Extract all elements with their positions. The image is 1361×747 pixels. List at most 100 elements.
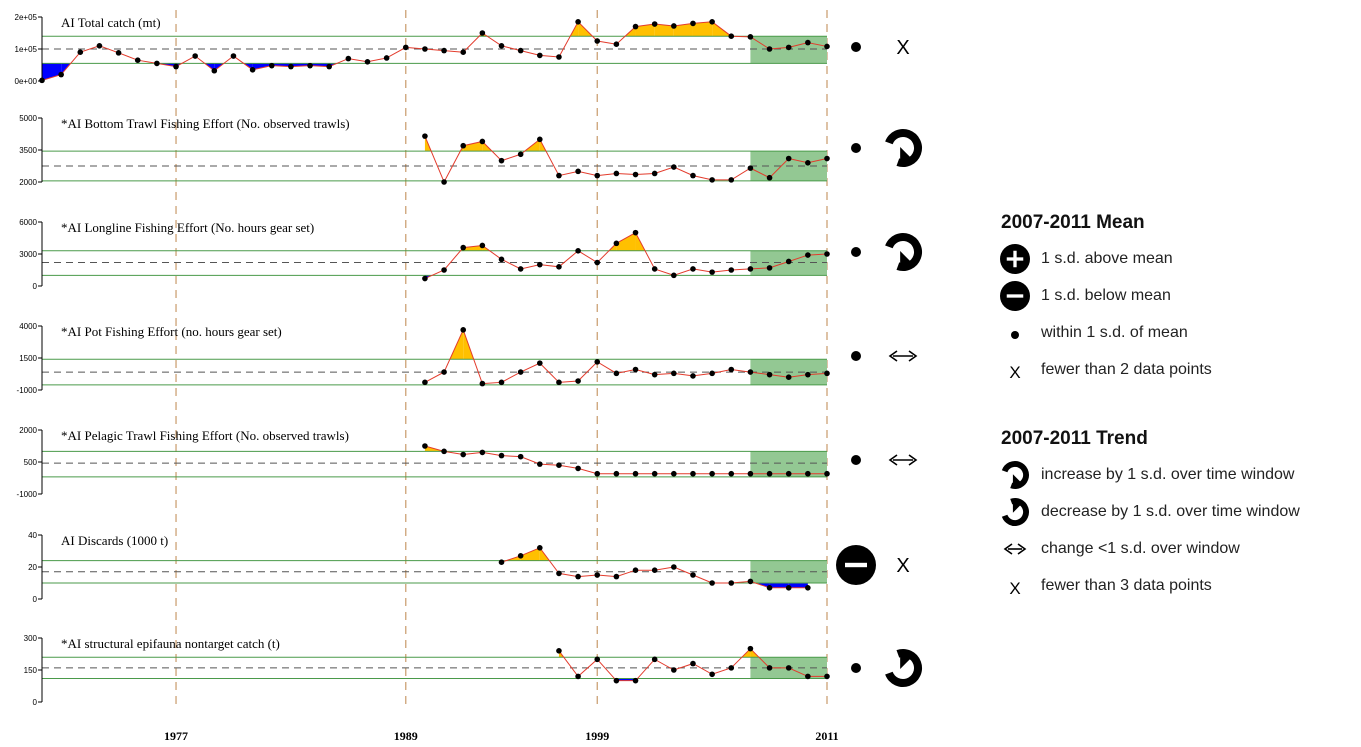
data-point <box>479 30 486 36</box>
legend-item-dot: within 1 s.d. of mean <box>995 314 1355 351</box>
panel-title: *AI Bottom Trawl Fishing Effort (No. obs… <box>61 116 350 131</box>
x-tick-label: 2011 <box>815 729 838 743</box>
data-point <box>824 470 830 477</box>
above-sd-fill <box>444 145 464 152</box>
data-point <box>805 585 811 591</box>
trend-decrease-icon <box>885 649 922 687</box>
data-point <box>517 266 524 272</box>
data-point <box>537 261 543 268</box>
data-point <box>805 39 811 46</box>
data-point <box>173 63 179 70</box>
data-point <box>690 266 696 272</box>
minus-circle-icon <box>1000 280 1030 311</box>
above-sd-fill <box>539 139 559 152</box>
data-point <box>766 371 773 378</box>
data-point <box>96 43 103 49</box>
panel-title: *AI Pelagic Trawl Fishing Effort (No. ob… <box>61 428 349 443</box>
below-sd-fill <box>42 63 62 81</box>
y-tick-label: 40 <box>28 531 37 540</box>
data-point <box>556 264 562 270</box>
y-tick-label: 0 <box>33 595 38 604</box>
legend-label: 1 s.d. below mean <box>1041 286 1171 304</box>
data-point <box>671 370 677 377</box>
trend-status-x-icon: X <box>896 37 909 59</box>
series-line <box>41 20 828 81</box>
legend-mean-title: 2007-2011 Mean <box>1001 212 1145 233</box>
data-point <box>709 671 715 678</box>
data-point <box>575 248 581 254</box>
y-tick-label: 6000 <box>19 218 37 227</box>
x-tick-label: 1977 <box>164 729 188 743</box>
below-sd-fill <box>233 63 253 70</box>
data-point <box>575 378 581 384</box>
data-point <box>517 151 524 158</box>
panel-5: -1000 500 2000 *AI Pelagic Trawl Fishing Ef… <box>17 426 918 499</box>
data-point <box>460 49 467 55</box>
data-point <box>785 470 792 477</box>
panel-title: AI Discards (1000 t) <box>61 533 168 548</box>
data-point <box>537 545 543 551</box>
data-point <box>77 49 84 55</box>
data-point <box>747 578 754 585</box>
above-sd-fill <box>463 141 483 152</box>
data-point <box>766 174 773 181</box>
panel-title: AI Total catch (mt) <box>61 15 161 30</box>
mean-status-dot <box>851 663 861 673</box>
legend-label: decrease by 1 s.d. over time window <box>1041 502 1300 520</box>
data-point <box>747 369 754 375</box>
data-point <box>671 272 677 279</box>
data-point <box>747 266 754 272</box>
data-point <box>422 379 428 386</box>
legend-label: increase by 1 s.d. over time window <box>1041 465 1295 483</box>
data-point <box>556 462 562 469</box>
y-tick-label: -1000 <box>17 386 38 395</box>
below-sd-fill <box>750 583 770 588</box>
panel-title: *AI Longline Fishing Effort (No. hours g… <box>61 220 314 235</box>
y-tick-label: 500 <box>24 458 38 467</box>
data-point <box>594 172 601 179</box>
y-tick-label: 2000 <box>19 178 37 187</box>
data-point <box>613 573 620 580</box>
series-line <box>424 445 827 475</box>
above-sd-fill <box>654 24 674 37</box>
above-sd-fill <box>520 139 540 152</box>
data-point <box>805 470 811 477</box>
above-sd-fill <box>558 650 579 658</box>
legend-label: within 1 s.d. of mean <box>1041 323 1188 341</box>
data-point <box>613 677 620 684</box>
data-point <box>632 366 639 373</box>
data-point <box>613 470 620 477</box>
data-point <box>498 559 505 565</box>
data-point <box>517 553 524 559</box>
y-tick-label: 2e+05 <box>15 13 38 22</box>
legend-item-plus-circle: 1 s.d. above mean <box>995 240 1355 277</box>
data-point <box>690 572 696 578</box>
data-point <box>728 470 735 477</box>
x-icon: X <box>1009 578 1020 597</box>
data-point <box>460 327 467 333</box>
data-point <box>824 43 830 50</box>
above-sd-fill <box>616 26 636 37</box>
data-point <box>517 369 524 375</box>
data-point <box>498 256 505 263</box>
data-point <box>575 465 581 472</box>
data-point <box>307 62 313 69</box>
legend-label: 1 s.d. above mean <box>1041 249 1173 267</box>
data-point <box>785 374 792 381</box>
increase-arrow-icon <box>1001 460 1029 489</box>
below-sd-fill <box>195 63 215 71</box>
trend-double-arrow-icon <box>888 454 918 466</box>
y-tick-label: 5000 <box>19 114 37 123</box>
data-point <box>766 585 773 591</box>
below-sd-fill <box>214 63 234 71</box>
data-point <box>498 157 505 164</box>
above-sd-fill <box>463 245 483 251</box>
above-sd-fill <box>597 243 617 251</box>
data-point <box>594 656 601 663</box>
data-point <box>460 451 467 458</box>
panel-7: 0 150 300 *AI structural epifauna nontarget… <box>24 634 922 707</box>
data-point <box>402 44 409 51</box>
panel-title: *AI Pot Fishing Effort (no. hours gear s… <box>61 324 282 339</box>
data-point <box>651 371 658 378</box>
